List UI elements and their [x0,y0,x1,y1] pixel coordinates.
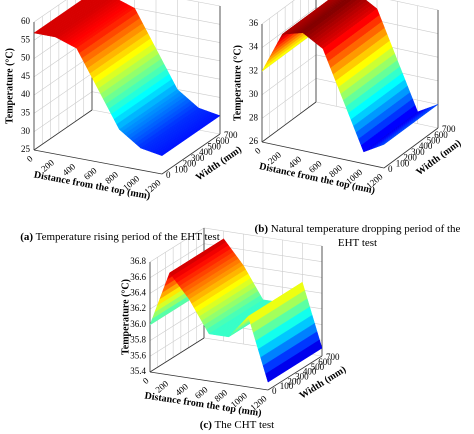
z-tick-label: 35 [21,107,31,117]
z-tick-label: 25 [21,144,31,154]
z-tick-label: 30 [21,126,31,136]
y-tick-label: 300 [191,153,205,163]
z-tick-label: 36.4 [130,287,146,297]
y-tick-label: 100 [280,381,294,391]
y-tick-label: 600 [318,357,332,367]
axis-line [261,101,317,143]
y-tick-label: 300 [295,371,309,381]
surface-patch [265,339,323,383]
x-tick-label: 0 [253,145,263,156]
y-tick-label: 500 [207,141,221,151]
y-tick-label: 100 [396,158,410,168]
y-tick-label: 400 [199,147,213,157]
caption-label: (c) [199,419,212,431]
y-tick-label: 500 [427,135,441,145]
y-tick-label: 400 [303,367,317,377]
surface-patch [296,0,345,34]
surface-patch [44,0,100,36]
surface-patch [294,0,343,34]
surface-patch [299,0,348,34]
surface-patch [302,0,353,35]
z-tick-label: 36.8 [130,256,146,266]
z-tick-label: 35.6 [130,350,146,360]
y-tick-label: 700 [224,130,238,140]
surface-patch [284,0,334,35]
z-tick-label: 30 [249,89,259,99]
surface-patch [158,114,221,156]
z-tick-label: 50 [21,53,31,63]
z-tick-label: 45 [21,71,31,81]
z-tick-label: 36.6 [130,272,146,282]
surface-patch [36,0,90,35]
axis-line [161,133,221,175]
surface-patch [46,0,103,37]
z-tick-label: 36 [249,18,259,28]
surface-patch [33,0,86,34]
axis-line [33,149,163,175]
z-tick-label: 35.4 [130,366,146,376]
surface-patch [304,0,358,38]
y-tick-label: 700 [442,124,456,134]
caption: (c) The CHT test [120,418,354,432]
z-axis-title: Temperature (°C) [232,45,243,121]
surface-patch [381,104,439,146]
caption-text: Natural temperature dropping period of t… [270,223,461,249]
y-tick-label: 0 [388,164,393,174]
y-tick-label: 0 [272,386,277,396]
x-tick-label: 0 [25,153,35,164]
axis-line [33,109,93,151]
z-tick-label: 55 [21,34,31,44]
caption: (a) Temperature rising period of the EHT… [0,230,240,244]
surface-patch [57,0,119,41]
z-tick-label: 36.2 [130,303,146,313]
surface-patch [286,0,336,35]
y-tick-label: 200 [183,159,197,169]
axis-line [267,355,323,391]
y-tick-label: 500 [311,362,325,372]
y-tick-label: 400 [419,141,433,151]
caption-label: (b) [254,223,268,235]
caption: (b) Natural temperature dropping period … [245,222,470,250]
axis-line [383,127,439,169]
z-tick-label: 35.8 [130,335,146,345]
surface-patch [38,0,93,35]
x-tick-label: 0 [141,375,151,386]
surface-patch [289,0,339,34]
y-tick-label: 600 [216,136,230,146]
surface-patch [307,0,363,40]
y-tick-label: 0 [166,170,171,180]
z-axis-title: Temperature (°C) [120,279,131,355]
z-tick-label: 40 [21,89,31,99]
z-tick-label: 36.0 [130,319,146,329]
y-tick-label: 600 [434,130,448,140]
surface-patch [52,0,110,38]
axis-line [149,371,269,391]
y-tick-label: 200 [403,153,417,163]
y-tick-label: 100 [174,164,188,174]
z-tick-label: 26 [249,136,259,146]
surface-patch [49,0,106,37]
z-tick-label: 34 [249,42,259,52]
caption-text: Temperature rising period of the EHT tes… [35,231,220,243]
z-tick-label: 28 [249,112,259,122]
surface-patch [41,0,96,36]
surface-patch [291,0,341,34]
surface-patch [54,0,115,39]
y-tick-label: 300 [411,147,425,157]
grid-line [33,0,221,23]
caption-text: The CHT test [214,419,275,431]
z-tick-label: 32 [249,65,258,75]
surface-patch [281,0,332,35]
y-tick-label: 700 [326,352,340,362]
z-axis-title: Temperature (°C) [4,48,15,124]
z-tick-label: 60 [21,16,31,26]
axis-line [149,337,205,373]
axis-line [261,141,385,169]
y-tick-label: 200 [287,376,301,386]
caption-label: (a) [20,231,34,243]
